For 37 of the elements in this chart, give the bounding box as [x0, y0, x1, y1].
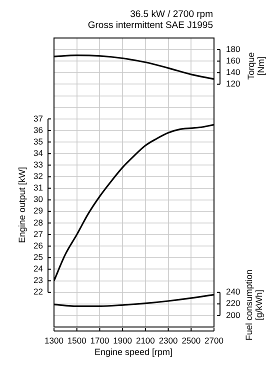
- x-tick-label: 2100: [136, 335, 156, 346]
- y-tick-label: 25: [34, 252, 44, 262]
- x-tick-label: 1500: [67, 335, 87, 346]
- y3-tick-label: 220: [226, 298, 240, 308]
- y-tick-label: 24: [34, 264, 44, 274]
- y-tick-label: 32: [34, 171, 44, 182]
- y-tick-label: 33: [34, 160, 44, 170]
- x-axis-title: Engine speed [rpm]: [93, 347, 174, 357]
- y3-tick-label: 240: [226, 286, 240, 297]
- y-tick-label: 26: [34, 240, 44, 250]
- y-tick-label: 23: [34, 275, 44, 286]
- y2-tick-label: 160: [226, 55, 240, 66]
- y-tick-label: 36: [34, 124, 44, 135]
- chart-subtitle: Gross intermittent SAE J1995: [88, 20, 213, 31]
- y-tick-label: 29: [34, 206, 44, 216]
- x-tick-label: 1900: [113, 335, 132, 346]
- y2-axis-title: Torque [Nm]: [246, 51, 266, 82]
- y-axis-title: Engine output [kW]: [17, 166, 27, 246]
- x-tick-label: 2500: [182, 335, 201, 346]
- x-tick-label: 1300: [44, 335, 64, 346]
- x-tick-label: 2700: [204, 335, 224, 346]
- y-tick-label: 22: [34, 286, 44, 297]
- y-tick-label: 27: [34, 228, 44, 239]
- y2-tick-label: 180: [226, 44, 240, 54]
- y3-tick-label: 200: [226, 310, 240, 320]
- y-tick-label: 31: [34, 182, 44, 193]
- y-tick-label: 34: [34, 148, 44, 158]
- y2-tick-label: 140: [226, 67, 240, 78]
- y-tick-label: 35: [34, 136, 44, 146]
- y2-tick-label: 120: [226, 78, 240, 89]
- y-tick-label: 30: [34, 194, 44, 204]
- x-tick-label: 2300: [158, 335, 178, 346]
- y3-axis-title: Fuel consumption [g/kWh]: [244, 268, 264, 343]
- y-tick-label: 28: [34, 217, 44, 228]
- y-tick-label: 37: [34, 113, 44, 124]
- chart-title: 36.5 kW / 2700 rpm: [130, 9, 213, 20]
- x-tick-label: 1700: [90, 335, 110, 346]
